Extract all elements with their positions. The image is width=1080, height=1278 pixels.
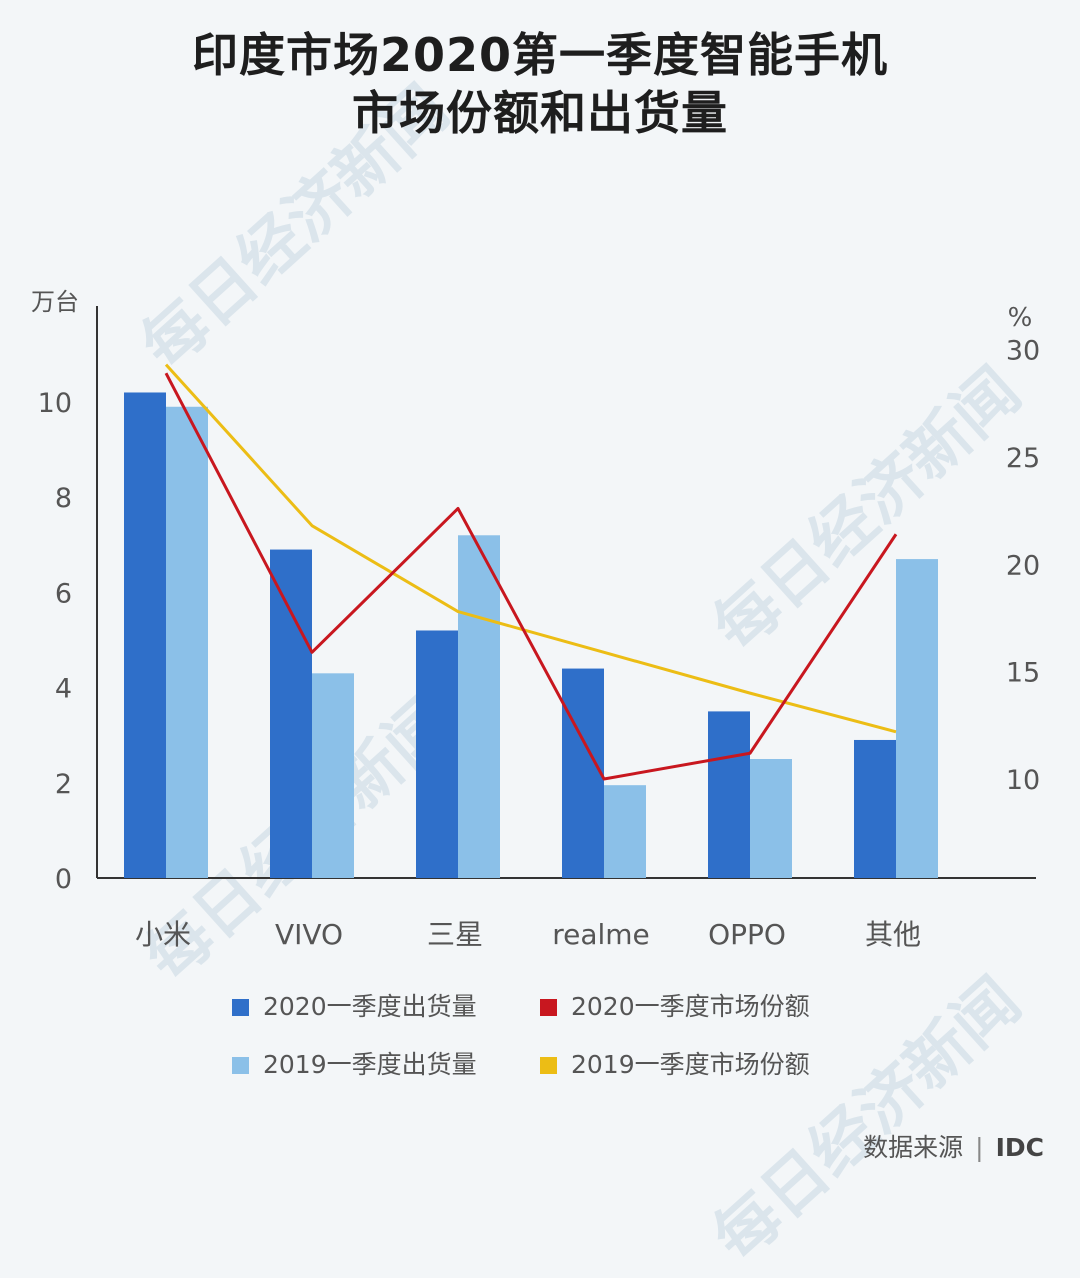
legend-item-1: 2020一季度市场份额 bbox=[540, 987, 810, 1023]
y-left-tick-label: 6 bbox=[55, 578, 72, 609]
bar-2019 bbox=[166, 406, 208, 878]
chart-title-line2: 市场份额和出货量 bbox=[352, 86, 728, 140]
x-tick-label: realme bbox=[552, 918, 650, 951]
line-2019-share bbox=[164, 363, 897, 734]
x-tick-label: 小米 bbox=[135, 918, 191, 951]
source-separator: | bbox=[975, 1133, 984, 1162]
bar-2019 bbox=[750, 759, 792, 878]
legend-swatch bbox=[540, 999, 557, 1016]
y-right-tick-label: 15 bbox=[1006, 658, 1040, 689]
bar-2020 bbox=[562, 668, 604, 878]
line-2020-share bbox=[164, 372, 898, 781]
y-right-tick-label: 20 bbox=[1006, 550, 1040, 581]
y-right-tick-label: 25 bbox=[1006, 443, 1040, 474]
legend-item-3: 2019一季度市场份额 bbox=[540, 1045, 810, 1081]
bar-2019 bbox=[312, 673, 354, 878]
chart-title: 印度市场2020第一季度智能手机 市场份额和出货量 bbox=[0, 26, 1080, 142]
y-left-tick-label: 10 bbox=[38, 388, 72, 419]
bar-2020 bbox=[416, 630, 458, 878]
source-value: IDC bbox=[995, 1133, 1044, 1162]
x-tick-label: OPPO bbox=[708, 918, 786, 951]
bar-2019 bbox=[458, 535, 500, 878]
legend-item-2: 2019一季度出货量 bbox=[232, 1045, 477, 1081]
legend-item-0: 2020一季度出货量 bbox=[232, 987, 477, 1023]
y-right-axis-unit: % bbox=[1008, 303, 1033, 333]
legend-swatch bbox=[540, 1057, 557, 1074]
x-tick-label: VIVO bbox=[275, 918, 343, 951]
legend-label: 2020一季度出货量 bbox=[263, 992, 477, 1021]
bar-2020 bbox=[854, 739, 896, 878]
legend-label: 2020一季度市场份额 bbox=[571, 992, 810, 1021]
y-right-tick-label: 30 bbox=[1006, 336, 1040, 367]
source-label: 数据来源 bbox=[863, 1133, 964, 1162]
y-left-tick-label: 8 bbox=[55, 483, 72, 514]
legend-label: 2019一季度市场份额 bbox=[571, 1050, 810, 1079]
y-right-tick-label: 10 bbox=[1006, 765, 1040, 796]
y-left-axis-unit: 万台 bbox=[31, 288, 79, 316]
source-note: 数据来源 | IDC bbox=[863, 1128, 1044, 1164]
bar-2019 bbox=[604, 785, 646, 878]
legend-swatch bbox=[232, 999, 249, 1016]
legend-swatch bbox=[232, 1057, 249, 1074]
y-left-tick-label: 0 bbox=[55, 864, 72, 895]
legend-label: 2019一季度出货量 bbox=[263, 1050, 477, 1079]
chart-svg: 0 2 4 6 8 10 万台 10 15 20 25 30% 小米 VIVO 三星 realme OPPO 其他 bbox=[31, 288, 1040, 951]
bar-2020 bbox=[708, 711, 750, 878]
bar-2020 bbox=[124, 392, 166, 878]
y-left-tick-label: 4 bbox=[55, 674, 72, 705]
x-tick-label: 三星 bbox=[427, 918, 483, 951]
y-left-tick-label: 2 bbox=[55, 769, 72, 800]
bar-2020 bbox=[270, 549, 312, 878]
x-tick-label: 其他 bbox=[865, 918, 921, 951]
chart-title-line1: 印度市场2020第一季度智能手机 bbox=[191, 28, 889, 82]
bar-2019 bbox=[896, 559, 938, 878]
